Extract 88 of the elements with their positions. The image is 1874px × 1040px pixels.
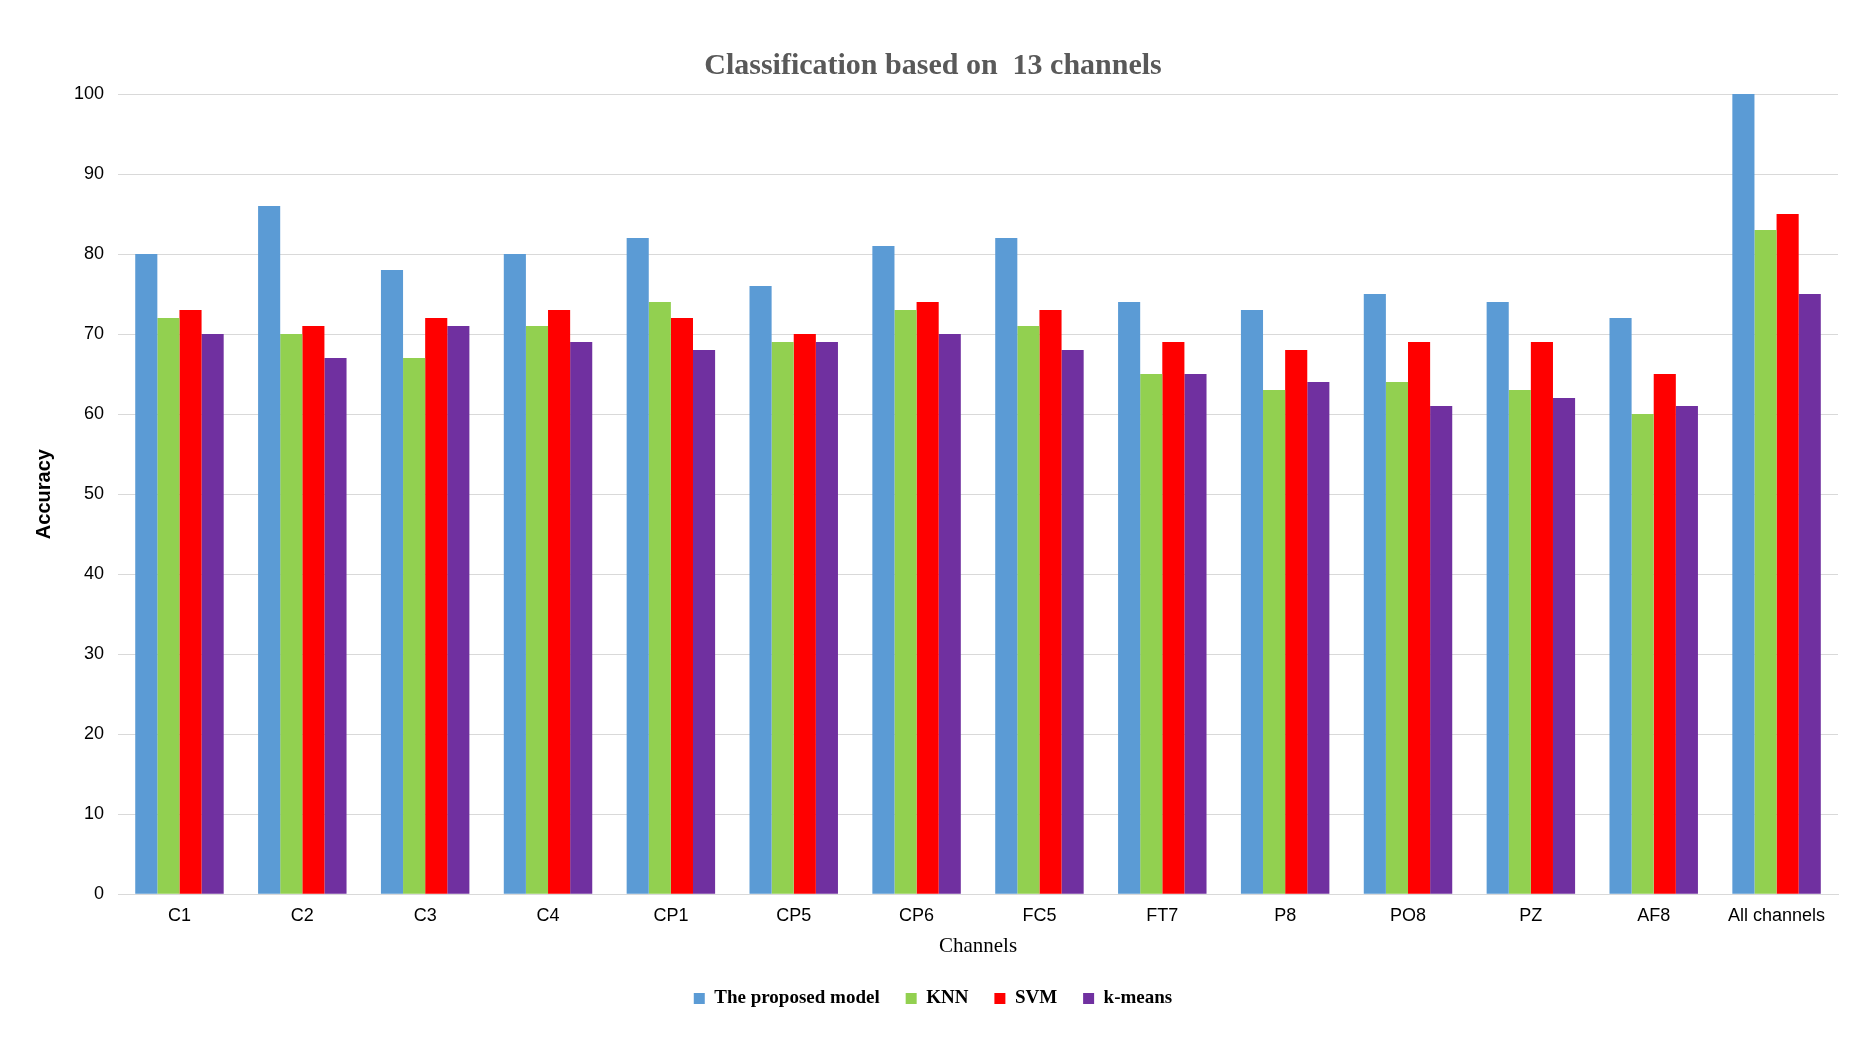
bar — [1609, 318, 1632, 894]
bar — [648, 302, 671, 894]
bar — [1776, 214, 1799, 894]
x-axis-title: Channels — [938, 932, 1018, 957]
bar — [324, 358, 347, 894]
y-tick-label: 10 — [84, 803, 105, 824]
y-tick-label: 70 — [84, 323, 105, 344]
y-axis-title: Accuracy — [31, 448, 54, 540]
bar — [548, 310, 571, 894]
chart-title: Classification based on 13 channels — [704, 46, 1162, 80]
x-tick-label: C2 — [290, 904, 314, 925]
bar — [1732, 94, 1755, 894]
x-tick-label: C1 — [167, 904, 191, 925]
y-tick-label: 0 — [94, 883, 105, 904]
x-tick-label: CP1 — [653, 904, 689, 925]
bar — [403, 358, 426, 894]
bar — [135, 254, 158, 894]
bar — [1552, 398, 1576, 894]
bar — [670, 318, 693, 894]
bar — [815, 342, 838, 894]
bar — [1307, 382, 1330, 894]
bar — [793, 334, 816, 894]
x-tick-label: C3 — [413, 904, 437, 925]
bar — [1754, 230, 1777, 894]
bar — [425, 318, 448, 894]
bar — [570, 342, 593, 894]
bar — [1530, 342, 1553, 894]
y-tick-label: 40 — [84, 563, 105, 584]
x-tick-label: All channels — [1728, 904, 1826, 925]
bar — [525, 326, 549, 894]
bar — [1508, 390, 1531, 894]
bar — [692, 350, 716, 894]
bar — [280, 334, 303, 894]
bar — [258, 206, 281, 894]
y-tick-label: 50 — [84, 483, 105, 504]
legend-label: KNN — [926, 986, 969, 1008]
bar — [749, 286, 772, 894]
x-tick-label: CP5 — [776, 904, 812, 925]
bar — [1631, 414, 1654, 894]
legend-label: k-means — [1103, 986, 1173, 1008]
bar — [938, 334, 961, 894]
bar — [1263, 390, 1286, 894]
bar — [157, 318, 180, 894]
x-tick-label: FC5 — [1022, 904, 1057, 925]
bar — [179, 310, 202, 894]
bar — [1061, 350, 1084, 894]
legend-label: SVM — [1014, 986, 1058, 1008]
bar — [302, 326, 325, 894]
bar — [1486, 302, 1509, 894]
bar — [872, 246, 895, 894]
x-tick-label: P8 — [1274, 904, 1297, 925]
x-tick-label: AF8 — [1637, 904, 1671, 925]
y-tick-label: 90 — [84, 162, 105, 183]
x-tick-label: PZ — [1519, 904, 1543, 925]
x-tick-label: FT7 — [1146, 904, 1179, 925]
y-tick-label: 20 — [84, 723, 105, 744]
y-tick-label: 60 — [84, 403, 105, 424]
bar — [1675, 406, 1698, 894]
bar — [1363, 294, 1386, 894]
bar — [1798, 294, 1821, 894]
bar — [1140, 374, 1163, 894]
bar — [916, 302, 939, 894]
bar — [1285, 350, 1308, 894]
bar — [1162, 342, 1185, 894]
bar — [1240, 310, 1264, 894]
x-tick-label: C4 — [536, 904, 560, 925]
x-tick-label: PO8 — [1389, 904, 1427, 925]
bar — [1017, 326, 1040, 894]
bar — [380, 270, 404, 894]
x-tick-label: CP6 — [899, 904, 935, 925]
bar — [626, 238, 649, 894]
legend-label: The proposed model — [714, 986, 880, 1008]
bar — [771, 342, 794, 894]
bar — [503, 254, 526, 894]
y-tick-label: 30 — [84, 643, 105, 664]
bar — [894, 310, 917, 894]
bar — [1039, 310, 1062, 894]
bar — [447, 326, 470, 894]
bar — [995, 238, 1018, 894]
bar — [1408, 342, 1431, 894]
bar — [1653, 374, 1676, 894]
bar — [1430, 406, 1453, 894]
y-tick-label: 80 — [84, 243, 105, 264]
bar — [1385, 382, 1409, 894]
bar — [201, 334, 224, 894]
y-tick-label: 100 — [73, 82, 105, 103]
bar — [1118, 302, 1141, 894]
bar — [1184, 374, 1207, 894]
